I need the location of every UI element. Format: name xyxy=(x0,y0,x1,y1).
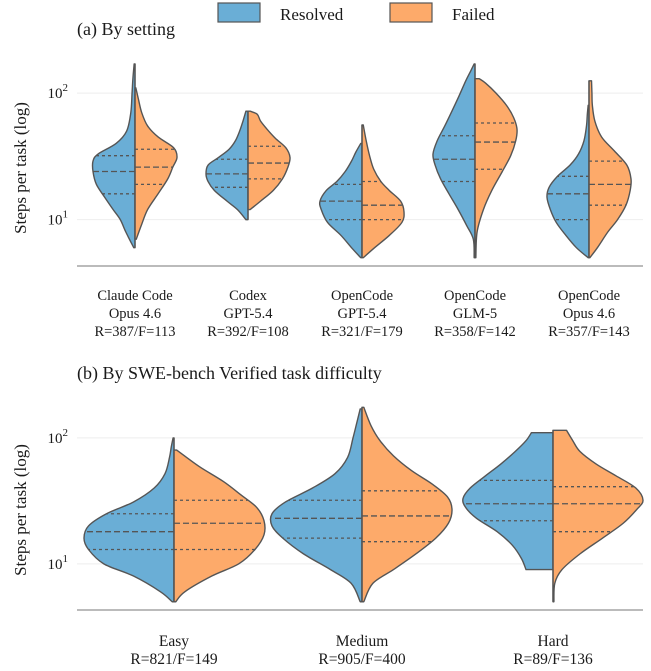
violin-failed xyxy=(361,406,453,603)
legend: Resolved Failed xyxy=(217,2,495,24)
violin-resolved xyxy=(269,408,363,603)
y-tick-label: 101 xyxy=(48,209,69,229)
panel-b: (b) By SWE-bench Verified task difficult… xyxy=(11,363,644,668)
y-tick-exponent: 1 xyxy=(63,209,69,221)
category-label: GPT-5.4 xyxy=(337,306,387,322)
category-label: Hard xyxy=(538,633,569,650)
category-count-label: R=905/F=400 xyxy=(318,651,405,668)
violin-resolved xyxy=(83,437,175,603)
category-label: OpenCode xyxy=(558,288,620,304)
panel-a-ylabel: Steps per task (log) xyxy=(11,102,30,234)
y-tick-label: 101 xyxy=(48,553,69,573)
violin-resolved xyxy=(205,110,249,221)
category-count-label: R=392/F=108 xyxy=(207,324,289,340)
category-count-label: R=357/F=143 xyxy=(548,324,630,340)
legend-label-resolved: Resolved xyxy=(280,5,344,24)
category-label: GPT-5.4 xyxy=(223,306,273,322)
category-count-label: R=821/F=149 xyxy=(130,651,217,668)
violin-failed xyxy=(134,87,178,240)
y-tick-label: 102 xyxy=(48,427,69,447)
category-label: Codex xyxy=(229,288,268,304)
violin-failed xyxy=(361,124,405,259)
violin-failed xyxy=(588,80,632,259)
category-count-label: R=387/F=113 xyxy=(94,324,175,340)
legend-swatch-failed xyxy=(389,2,433,23)
legend-swatch-resolved xyxy=(217,2,261,23)
category-label: OpenCode xyxy=(331,288,393,304)
violin-resolved xyxy=(546,104,590,259)
category-label: Opus 4.6 xyxy=(563,306,615,322)
y-tick-exponent: 2 xyxy=(63,82,69,94)
category-count-label: R=321/F=179 xyxy=(321,324,403,340)
panel-a-title: (a) By setting xyxy=(77,19,175,40)
panel-b-ylabel: Steps per task (log) xyxy=(11,444,30,576)
y-tick-exponent: 2 xyxy=(63,427,69,439)
panel-b-title: (b) By SWE-bench Verified task difficult… xyxy=(77,363,382,384)
category-label: GLM-5 xyxy=(453,306,497,322)
category-label: Medium xyxy=(336,633,389,650)
violin-resolved xyxy=(91,63,136,249)
violin-failed xyxy=(247,110,291,211)
violin-failed xyxy=(474,77,518,259)
legend-label-failed: Failed xyxy=(452,5,495,24)
category-count-label: R=358/F=142 xyxy=(434,324,516,340)
violin-resolved xyxy=(462,432,554,571)
category-label: Claude Code xyxy=(97,288,172,304)
y-tick-exponent: 1 xyxy=(63,553,69,565)
violin-failed xyxy=(173,449,266,603)
category-label: Easy xyxy=(159,633,189,650)
category-count-label: R=89/F=136 xyxy=(513,651,593,668)
y-tick-label: 102 xyxy=(48,82,69,102)
category-label: OpenCode xyxy=(444,288,506,304)
violin-resolved xyxy=(432,63,476,259)
violin-failed xyxy=(552,429,644,603)
category-label: Opus 4.6 xyxy=(109,306,161,322)
panel-a: (a) By setting Steps per task (log) 1011… xyxy=(11,19,643,340)
